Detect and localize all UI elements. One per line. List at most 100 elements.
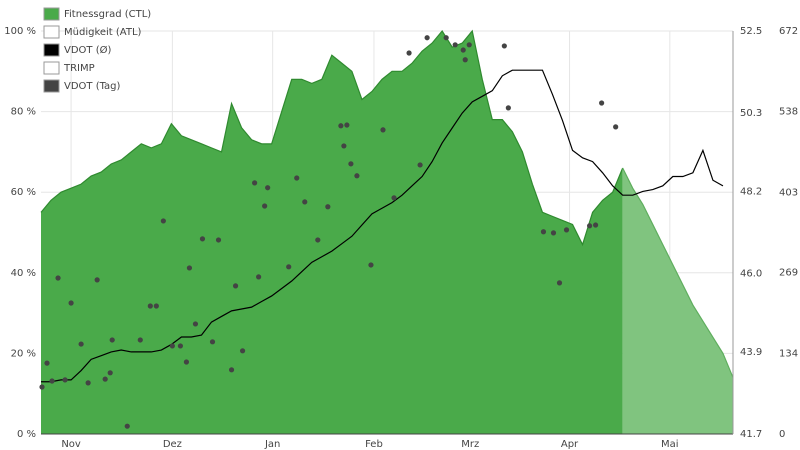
vdot-point xyxy=(586,223,593,229)
left-tick-label: 80 % xyxy=(11,107,36,118)
trimp-tick-label: 538 xyxy=(779,106,798,117)
vdot-point xyxy=(124,423,130,429)
vdot-point xyxy=(232,283,239,289)
vdot-point xyxy=(462,57,468,63)
vdot-point xyxy=(417,162,423,168)
vdot-line xyxy=(41,69,724,383)
vdot-point xyxy=(302,199,308,205)
vdot-point xyxy=(256,274,262,280)
x-tick-label: Jan xyxy=(264,439,280,450)
vdot-point xyxy=(177,343,184,349)
left-tick-label: 100 % xyxy=(4,26,36,37)
x-tick-label: Dez xyxy=(163,439,182,450)
trimp-tick-label: 403 xyxy=(779,187,798,198)
vdot-point xyxy=(466,42,472,48)
vdot-point xyxy=(186,265,193,271)
vdot-point xyxy=(325,204,331,210)
vdot-tick-label: 50.3 xyxy=(740,108,762,119)
vdot-tick-label: 46.0 xyxy=(740,269,762,280)
vdot-point xyxy=(239,348,246,354)
vdot-point xyxy=(556,280,563,286)
vdot-point xyxy=(452,42,458,48)
vdot-point xyxy=(192,321,199,327)
ctl-forecast-area-edge xyxy=(622,167,734,378)
vdot-point xyxy=(94,277,100,283)
legend-swatch xyxy=(43,61,60,75)
vdot-point xyxy=(368,262,374,268)
vdot-point xyxy=(613,124,619,130)
vdot-point xyxy=(443,35,449,41)
vdot-point xyxy=(169,343,175,349)
vdot-point xyxy=(341,143,347,149)
legend-swatch xyxy=(43,43,60,57)
left-tick-label: 0 % xyxy=(17,429,36,440)
vdot-point xyxy=(137,337,143,343)
legend-label: Fitnessgrad (CTL) xyxy=(64,9,151,20)
vdot-point xyxy=(68,300,74,306)
vdot-point xyxy=(49,378,55,384)
legend-swatch xyxy=(43,7,60,21)
ctl-area-edge xyxy=(40,29,624,247)
vdot-point xyxy=(344,122,350,128)
left-tick-label: 40 % xyxy=(11,268,36,279)
vdot-point xyxy=(109,337,115,343)
vdot-tick-label: 48.2 xyxy=(740,186,762,197)
vdot-point xyxy=(85,380,91,386)
vdot-point xyxy=(550,230,557,236)
legend-label: VDOT (Ø) xyxy=(64,44,111,56)
vdot-point xyxy=(44,360,50,366)
x-tick-label: Apr xyxy=(561,439,579,450)
vdot-point xyxy=(540,229,547,235)
vdot-point xyxy=(62,377,68,383)
vdot-tick-label: 41.7 xyxy=(740,429,762,440)
vdot-point xyxy=(505,105,511,111)
vdot-point xyxy=(424,35,430,41)
vdot-point xyxy=(39,384,45,390)
vdot-point xyxy=(55,275,61,281)
x-tick-label: Mrz xyxy=(461,439,479,450)
x-tick-label: Feb xyxy=(365,439,383,450)
legend-swatch xyxy=(43,79,60,93)
vdot-point xyxy=(107,370,113,376)
vdot-point xyxy=(160,218,166,224)
vdot-point xyxy=(209,339,216,345)
vdot-point xyxy=(315,237,321,243)
legend-label: VDOT (Tag) xyxy=(64,81,121,92)
left-tick-label: 60 % xyxy=(11,187,36,198)
ctl-forecast-area xyxy=(622,168,733,434)
vdot-point xyxy=(102,376,108,382)
legend-label: Müdigkeit (ATL) xyxy=(64,27,142,38)
vdot-point xyxy=(406,50,412,56)
vdot-point xyxy=(563,227,570,233)
vdot-point xyxy=(183,359,190,365)
vdot-point xyxy=(286,264,292,270)
vdot-tick-label: 43.9 xyxy=(740,347,762,358)
vdot-point xyxy=(265,185,271,191)
vdot-point xyxy=(262,203,268,209)
legend-label: TRIMP xyxy=(63,63,95,74)
vdot-point xyxy=(391,195,397,201)
vdot-tick-label: 52.5 xyxy=(740,26,762,37)
vdot-point xyxy=(599,100,605,106)
vdot-point xyxy=(354,173,360,179)
trimp-tick-label: 672 xyxy=(779,26,798,37)
vdot-point xyxy=(215,237,222,243)
trimp-tick-label: 134 xyxy=(779,349,798,360)
vdot-point xyxy=(593,222,599,228)
vdot-point xyxy=(228,367,235,373)
vdot-point xyxy=(147,303,153,309)
legend-swatch xyxy=(43,25,60,39)
vdot-point xyxy=(153,303,159,309)
trimp-tick-label: 269 xyxy=(779,268,798,279)
trimp-tick-label: 0 xyxy=(779,429,785,440)
vdot-point xyxy=(338,123,344,129)
vdot-point xyxy=(348,161,354,167)
x-tick-label: Mai xyxy=(661,439,679,450)
x-tick-label: Nov xyxy=(61,439,81,450)
vdot-point xyxy=(380,127,386,133)
ctl-area xyxy=(41,31,623,434)
vdot-point xyxy=(252,180,258,186)
vdot-point xyxy=(78,341,84,347)
vdot-point xyxy=(199,236,206,242)
